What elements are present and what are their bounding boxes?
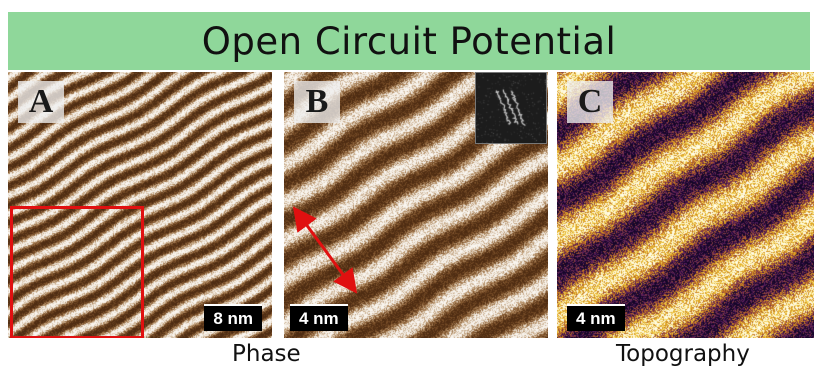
panel-label-b: B (294, 81, 340, 123)
scale-bar-c: 4 nm (567, 304, 625, 331)
region-of-interest-box (10, 206, 144, 338)
panel-label-a: A (18, 81, 64, 123)
scale-bar-b: 4 nm (290, 304, 348, 331)
scale-bar-a: 8 nm (204, 304, 262, 331)
caption-topography: Topography (616, 341, 750, 367)
panel-a-phase-image: A 8 nm (8, 72, 272, 338)
fft-inset-image (475, 72, 547, 144)
title-banner: Open Circuit Potential (8, 12, 810, 70)
panel-c-topography-image: C 4 nm (557, 72, 814, 338)
panel-label-c: C (567, 81, 613, 123)
caption-phase: Phase (232, 341, 301, 367)
fft-pattern (476, 73, 546, 143)
panel-b-phase-image: B 4 nm (284, 72, 548, 338)
figure-title: Open Circuit Potential (201, 19, 617, 63)
